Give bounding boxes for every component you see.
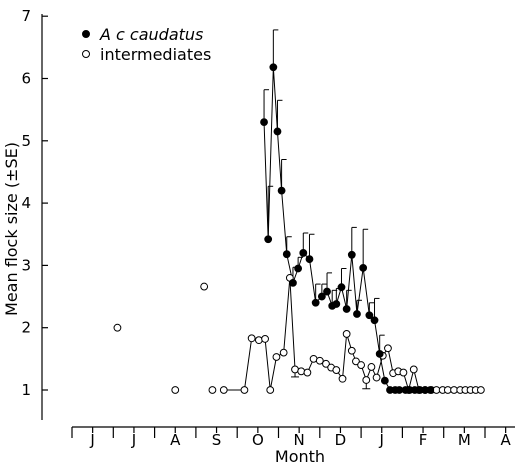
intermediates-point [240,386,249,394]
caudatus-point [380,376,389,385]
caudatus-point [347,250,356,259]
caudatus-point [260,118,268,127]
intermediates-point [254,336,263,345]
intermediates-point [338,374,347,383]
y-tick-label-5: 5 [21,132,31,150]
caudatus-point [332,300,341,308]
intermediates-point [272,353,281,361]
intermediates-point [266,386,275,394]
y-tick-label-3: 3 [21,256,31,274]
intermediates-line [223,338,253,391]
x-month-label: A [501,431,512,449]
intermediates-point [367,363,376,371]
caudatus-point [359,263,368,272]
caudatus-point [282,250,291,259]
y-tick-label-7: 7 [21,7,31,25]
caudatus-point [426,386,435,394]
caudatus-point [269,63,278,72]
intermediates-point [303,368,312,377]
caudatus-point [323,287,331,296]
legend: A c caudatus intermediates [82,25,211,64]
y-axis: 1 2 3 4 5 6 7 Mean flock size (±SE) [2,7,48,420]
x-month-label: O [252,431,264,449]
caudatus-point [277,186,286,195]
intermediates-line [264,277,291,391]
caudatus-point [299,249,308,257]
caudatus-point [294,264,303,273]
intermediates-point [342,330,351,338]
caudatus-point [365,311,374,320]
intermediates-point [372,373,381,382]
intermediates-point [384,344,392,353]
caudatus-point [370,316,379,325]
x-month-label: J [379,431,384,449]
x-month-label: S [212,431,222,449]
legend-marker-filled [82,30,90,38]
intermediates-point [332,366,341,374]
intermediates-point [476,386,485,394]
caudatus-point [353,310,361,318]
x-ticks [71,427,507,438]
y-tick-label-4: 4 [21,194,31,212]
x-month-label: J [89,431,94,449]
intermediates-point [208,386,217,394]
intermediates-point [357,361,366,369]
caudatus-point [289,278,297,287]
y-tick-label-6: 6 [21,70,31,88]
caudatus-point [273,127,282,136]
x-axis-title: Month [275,447,325,466]
y-tick-label-1: 1 [21,381,31,399]
intermediates-point [362,376,371,384]
y-axis-title: Mean flock size (±SE) [2,142,21,316]
plot-area [113,29,485,394]
intermediates-point [219,386,228,394]
intermediates-point [171,386,180,394]
legend-marker-open [82,50,90,58]
intermediates-point [247,334,256,343]
intermediates-point [200,282,209,291]
y-ticks: 1 2 3 4 5 6 7 [21,7,48,399]
y-tick-label-2: 2 [21,319,31,337]
intermediates-point [409,365,418,374]
caudatus-point [305,255,314,264]
caudatus-point [342,305,351,313]
caudatus-point [264,235,273,244]
intermediates-point [297,367,306,376]
caudatus-point [317,292,326,301]
caudatus-point [337,283,346,292]
x-month-label: M [458,431,471,449]
intermediates-point [279,348,288,357]
intermediates-point [322,359,330,368]
intermediates-point [113,323,122,332]
intermediates-point [352,357,360,366]
x-month-label: N [294,431,305,449]
x-month-label: F [419,431,428,449]
legend-label-intermediates: intermediates [100,45,211,64]
intermediates-point [347,346,356,355]
x-month-label: D [335,431,347,449]
x-month-label: J [131,431,136,449]
intermediates-point [261,335,269,343]
caudatus-point [375,349,384,358]
intermediates-point [399,368,408,377]
caudatus-line [263,67,431,391]
intermediates-point [315,356,324,365]
legend-label-caudatus: A c caudatus [99,25,203,44]
x-month-label: A [170,431,181,449]
caudatus-point [311,298,320,307]
